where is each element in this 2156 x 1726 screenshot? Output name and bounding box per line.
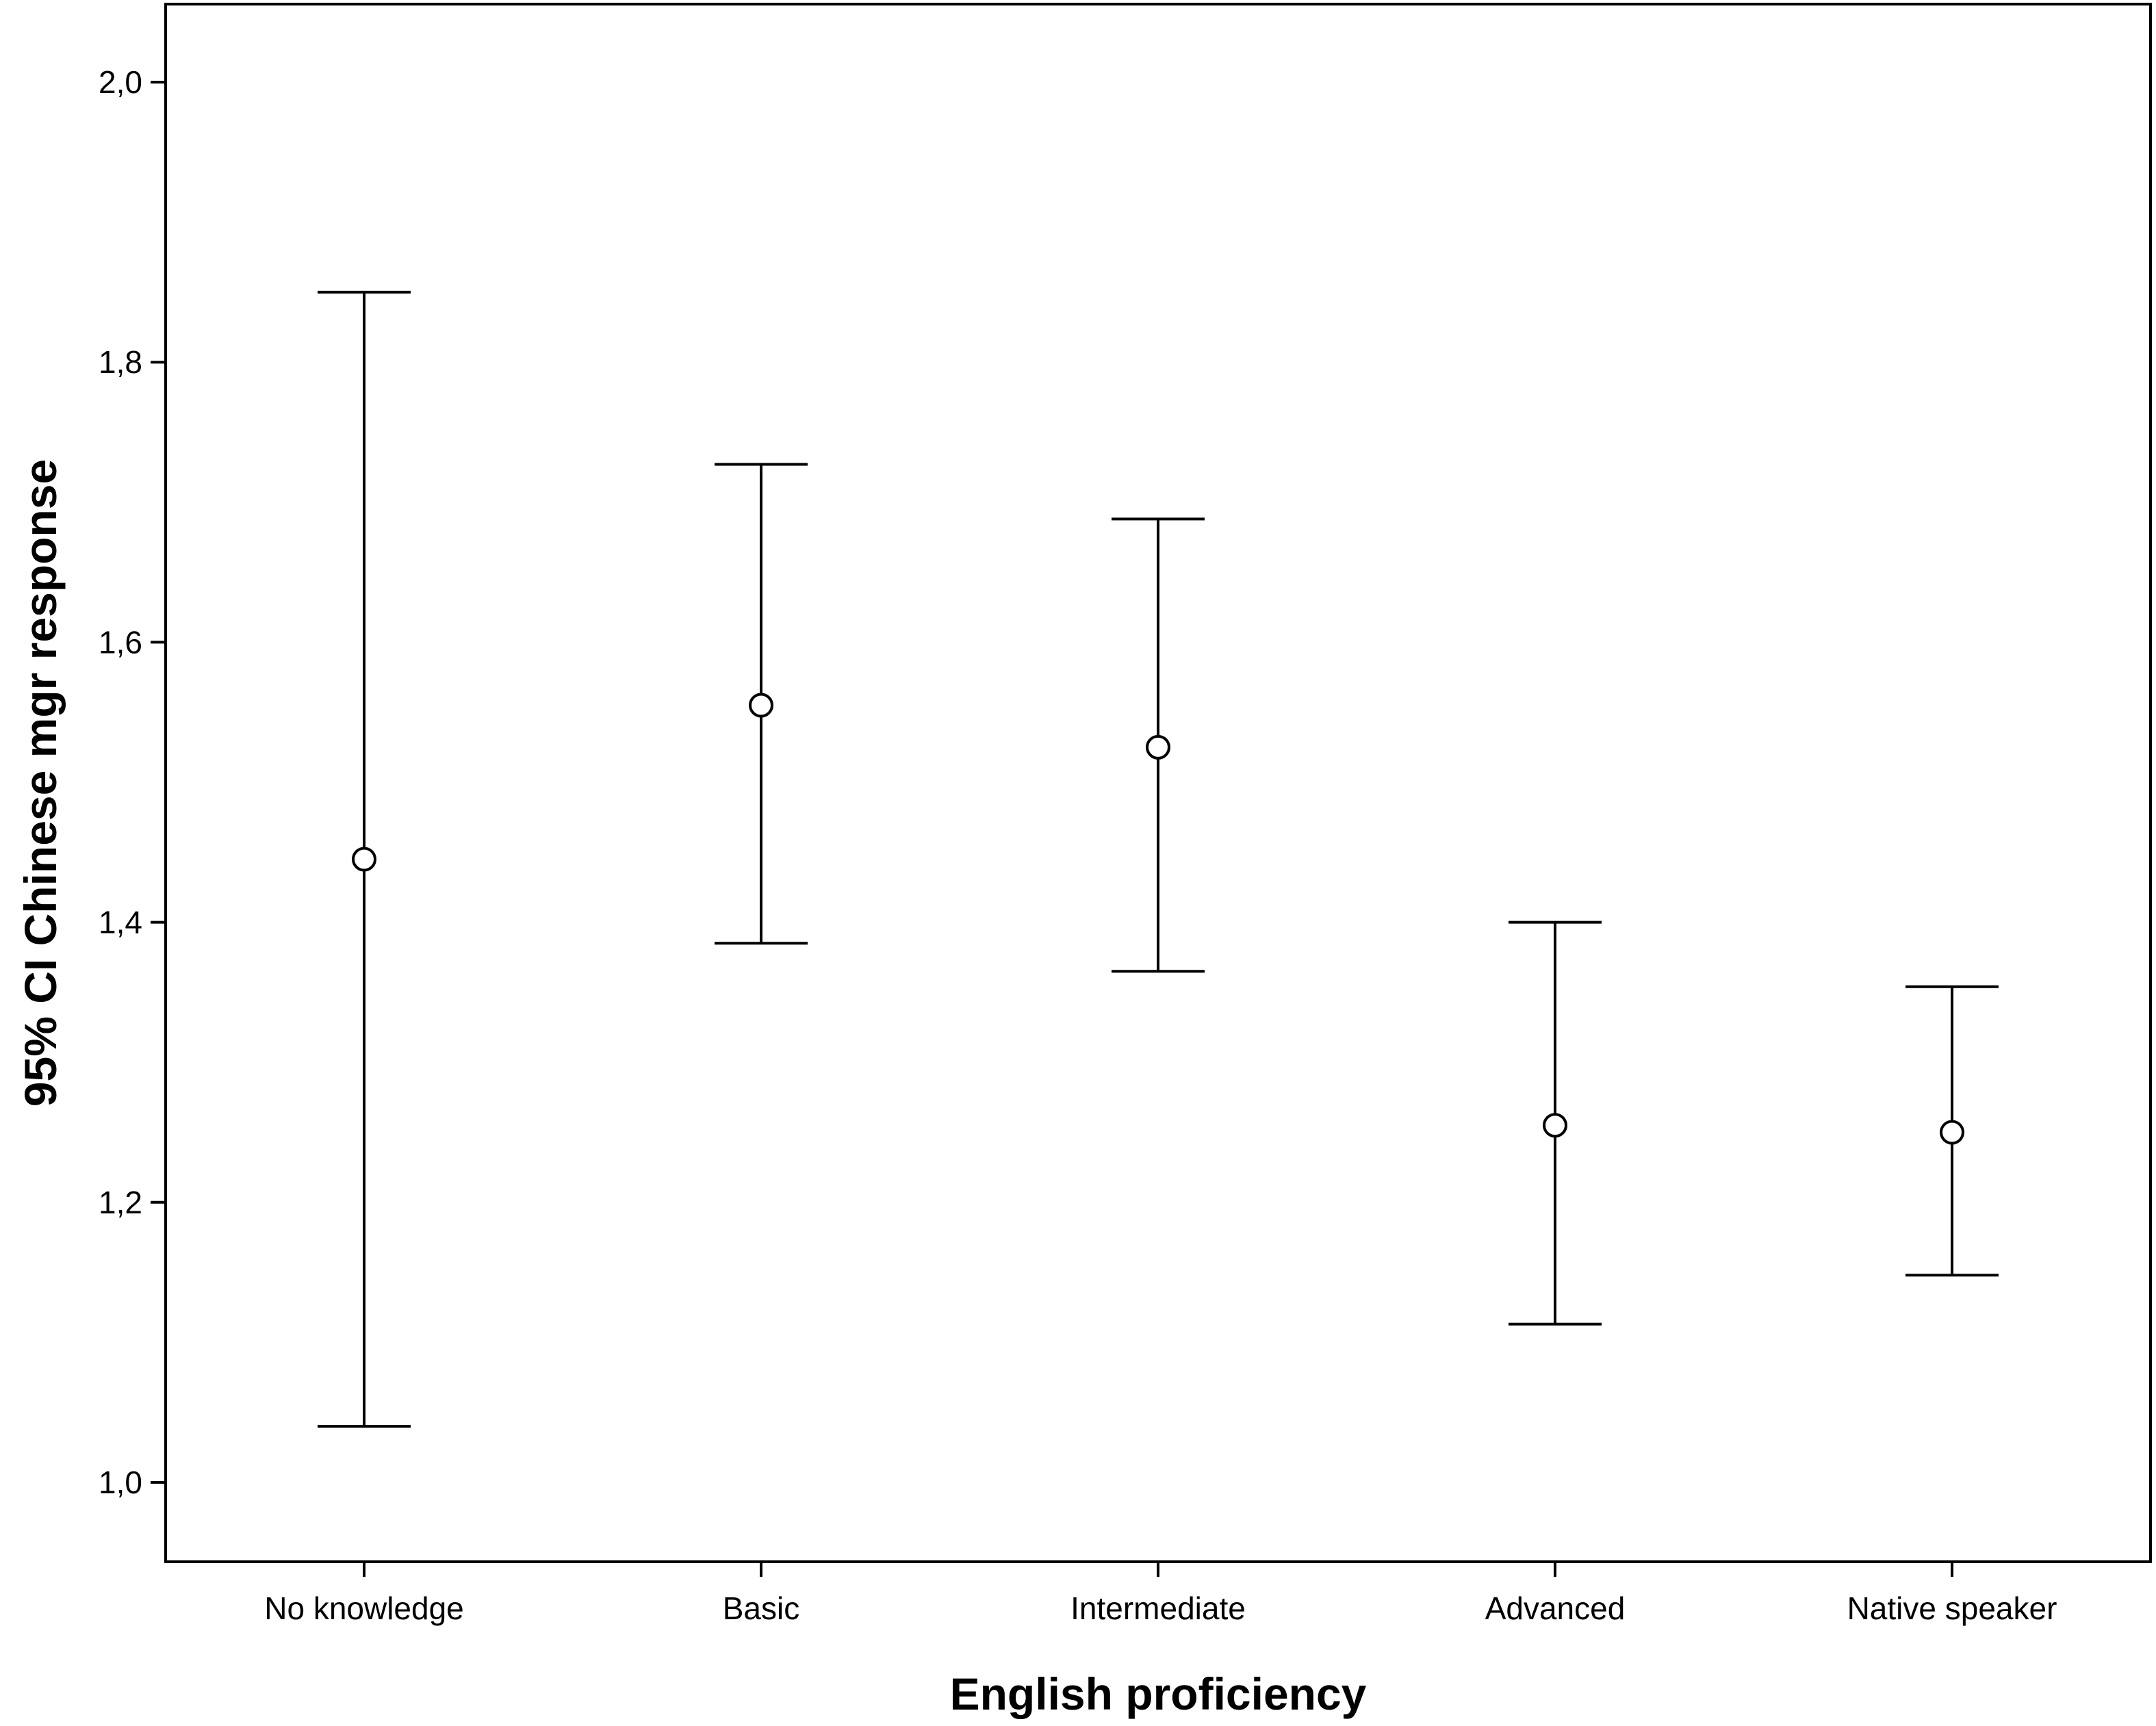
mean-marker bbox=[749, 693, 773, 718]
x-tick-label: Intermediate bbox=[1070, 1590, 1246, 1626]
mean-marker bbox=[352, 847, 376, 872]
y-tick-label: 1,6 bbox=[99, 624, 142, 660]
y-tick-label: 1,4 bbox=[99, 905, 142, 940]
y-tick-label: 2,0 bbox=[99, 64, 142, 100]
x-axis: No knowledge Basic Intermediate Advanced Nat… bbox=[264, 1562, 2057, 1626]
y-tick-label: 1,2 bbox=[99, 1185, 142, 1220]
mean-marker bbox=[1146, 734, 1170, 760]
error-bar bbox=[1509, 920, 1602, 1326]
y-tick-label: 1,0 bbox=[99, 1465, 142, 1500]
x-tick-label: Native speaker bbox=[1847, 1590, 2057, 1626]
error-bar bbox=[1112, 517, 1205, 973]
y-axis-title: 95% CI Chinese mgr response bbox=[15, 459, 66, 1107]
y-tick-label: 1,8 bbox=[99, 344, 142, 380]
mean-marker bbox=[1940, 1120, 1964, 1145]
x-axis-title: English proficiency bbox=[950, 1669, 1367, 1719]
y-axis: 1,0 1,2 1,4 1,6 1,8 2,0 bbox=[99, 64, 166, 1500]
x-tick-label: No knowledge bbox=[264, 1590, 464, 1626]
error-bar bbox=[1905, 985, 1999, 1277]
mean-marker bbox=[1543, 1113, 1567, 1138]
x-tick-label: Basic bbox=[723, 1590, 799, 1626]
data-marks bbox=[318, 290, 1999, 1428]
error-bar bbox=[318, 290, 411, 1428]
x-tick-label: Advanced bbox=[1485, 1590, 1626, 1626]
error-bar bbox=[715, 463, 808, 945]
